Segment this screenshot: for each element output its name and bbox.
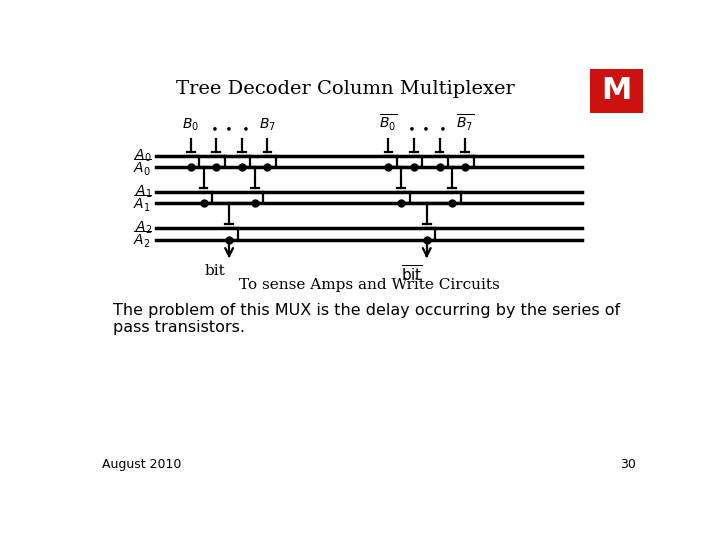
Text: $A_2$: $A_2$	[135, 220, 152, 236]
Text: $\overline{A_2}$: $\overline{A_2}$	[133, 230, 152, 250]
Text: $\overline{\rm bit}$: $\overline{\rm bit}$	[401, 264, 423, 285]
Text: $\bullet\ \bullet\ \bullet$: $\bullet\ \bullet\ \bullet$	[408, 121, 446, 134]
Text: M: M	[601, 77, 631, 105]
Text: The problem of this MUX is the delay occurring by the series of: The problem of this MUX is the delay occ…	[113, 303, 621, 319]
Text: $B_7$: $B_7$	[259, 116, 276, 132]
Text: $\bullet\ \bullet\ \bullet$: $\bullet\ \bullet\ \bullet$	[210, 121, 248, 134]
Text: Tree Decoder Column Multiplexer: Tree Decoder Column Multiplexer	[176, 80, 515, 98]
FancyBboxPatch shape	[590, 69, 642, 113]
Text: To sense Amps and Write Circuits: To sense Amps and Write Circuits	[238, 278, 500, 292]
Text: bit: bit	[204, 264, 225, 278]
Text: $B_0$: $B_0$	[182, 116, 199, 132]
Text: $A_1$: $A_1$	[135, 184, 152, 200]
Text: August 2010: August 2010	[102, 458, 181, 471]
Text: $A_0$: $A_0$	[134, 147, 152, 164]
Text: 30: 30	[621, 458, 636, 471]
Text: $\overline{A_1}$: $\overline{A_1}$	[133, 193, 152, 214]
Text: $\overline{A_0}$: $\overline{A_0}$	[133, 157, 152, 178]
Text: $\overline{B_0}$: $\overline{B_0}$	[379, 112, 397, 132]
Text: pass transistors.: pass transistors.	[113, 320, 246, 335]
Text: $\overline{B_7}$: $\overline{B_7}$	[456, 112, 474, 132]
